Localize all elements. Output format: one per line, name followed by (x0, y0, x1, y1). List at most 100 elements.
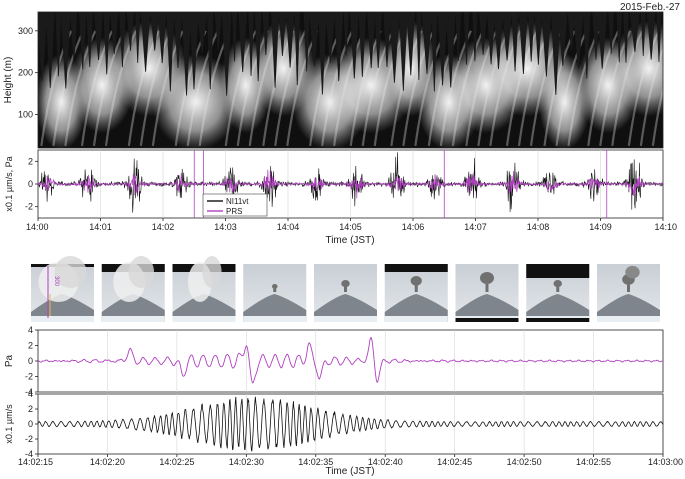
vent-spike (221, 12, 232, 96)
vent-spike (60, 12, 71, 89)
frame-plume-head (553, 280, 562, 288)
overview-y-tick-label: 0 (28, 179, 33, 189)
frame-plume (128, 256, 155, 288)
vent-spike (110, 12, 119, 54)
frame-volcano (314, 294, 377, 322)
zoom-velocity-y-ticks: -4 -2 0 2 4 (25, 389, 38, 459)
zoom-pressure-y-ticks: -4 -2 0 2 4 (25, 325, 38, 397)
plume-streak (627, 30, 660, 147)
eruption-frame (526, 264, 590, 322)
vent-spike (55, 12, 62, 77)
vent-spike (416, 12, 422, 80)
vent-spike (79, 12, 87, 70)
frame-volcano (101, 294, 165, 322)
vent-spike (38, 12, 48, 81)
plume-streak (186, 30, 219, 147)
zoom-x-tick-label: 14:02:55 (576, 457, 611, 467)
vent-spike (534, 12, 543, 65)
zoom-y-tick-label: 0 (28, 419, 33, 429)
frame-plume-column (414, 282, 418, 292)
frame-volcano (172, 294, 236, 322)
vent-spike (70, 12, 78, 63)
vent-spike (166, 12, 175, 92)
frame-plume-head (625, 265, 640, 279)
frame-volcano (526, 294, 590, 322)
zoom-x-tick-label: 14:02:35 (298, 457, 333, 467)
vent-spike (383, 12, 391, 68)
zoom-y-tick-label: 0 (28, 356, 33, 366)
zoom-x-tick-label: 14:02:45 (437, 457, 472, 467)
plume-heatmap-panel: 100 200 300 Height (m) (3, 11, 664, 149)
vent-spike (502, 12, 512, 61)
vent-spike (646, 12, 656, 60)
vent-spike (157, 12, 167, 64)
frame-scale-label: 300 (53, 276, 59, 287)
frame-plume-head (410, 276, 422, 286)
vent-spike (303, 12, 310, 72)
overview-prs-trace (37, 169, 664, 199)
vent-spike (343, 12, 349, 56)
frame-volcano (597, 294, 660, 322)
heatmap-vent-spikes (38, 12, 662, 96)
overview-x-tick-label: 14:00 (26, 222, 49, 232)
frame-ground (384, 316, 448, 322)
overview-x-tick-label: 14:05 (339, 222, 362, 232)
zoom-velocity-panel: -4 -2 0 2 4 14:02:15 14:02:20 14:02:25 14:02:30… (4, 389, 683, 477)
vent-spike (318, 12, 327, 95)
vent-spike (214, 12, 222, 51)
frame-plume-head (341, 280, 350, 288)
overview-y-tick-label: -2 (25, 202, 33, 212)
frame-plume-column (556, 284, 560, 292)
zoom-y-tick-label: 4 (28, 325, 33, 335)
zoom-y-tick-label: 4 (28, 389, 33, 399)
overview-x-tick-label: 14:10 (654, 222, 677, 232)
heatmap-plumes (38, 20, 663, 148)
vent-spike (597, 12, 608, 69)
vent-spike (640, 12, 646, 56)
vent-spike (93, 12, 104, 61)
heatmap-y-tick-label: 200 (18, 68, 33, 78)
overview-y-ticks: -2 0 2 (25, 156, 38, 212)
frame-volcano (243, 294, 307, 322)
vent-spike (325, 12, 336, 63)
vent-spike (271, 12, 280, 88)
vent-spike (173, 12, 183, 69)
zoom-pressure-panel: -4 -2 0 2 4 Pa (4, 325, 664, 397)
frame-volcano (455, 294, 519, 322)
vent-spike (445, 12, 456, 88)
frame-ground (243, 316, 307, 322)
plume-blob (151, 53, 240, 148)
overview-x-tick-label: 14:02 (152, 222, 175, 232)
zoom-pressure-trace (37, 337, 664, 384)
overview-x-label: Time (JST) (325, 235, 374, 246)
zoom-y-tick-label: -4 (25, 387, 33, 397)
vent-spike (486, 12, 496, 65)
vent-spike (623, 12, 629, 63)
overview-y-label: x0.1 µm/s, Pa (4, 156, 14, 211)
vent-spike (248, 12, 254, 76)
vent-spike (86, 12, 94, 68)
overview-x-tick-label: 14:04 (277, 222, 300, 232)
vent-spike (608, 12, 615, 54)
heatmap-y-tick-label: 100 (18, 110, 33, 120)
vent-spike (358, 12, 367, 77)
vent-spike (550, 12, 561, 95)
vent-spike (262, 12, 270, 56)
zoom-y-tick-label: 2 (28, 341, 33, 351)
vent-spike (294, 12, 301, 86)
vent-spike (135, 12, 141, 63)
vent-spike (309, 12, 320, 67)
frame-plume-column (344, 284, 347, 292)
vent-spike (196, 12, 208, 54)
vent-spike (518, 12, 528, 75)
heatmap-y-tick-label: 300 (18, 26, 33, 36)
vent-spike (472, 12, 478, 62)
vent-spike (567, 12, 576, 52)
plume-streak (274, 30, 307, 147)
overview-x-tick-label: 14:09 (589, 222, 612, 232)
frame-dark-band (526, 264, 590, 278)
frame-plume (202, 256, 222, 288)
vent-spike (493, 12, 504, 70)
vent-spike (478, 12, 488, 55)
